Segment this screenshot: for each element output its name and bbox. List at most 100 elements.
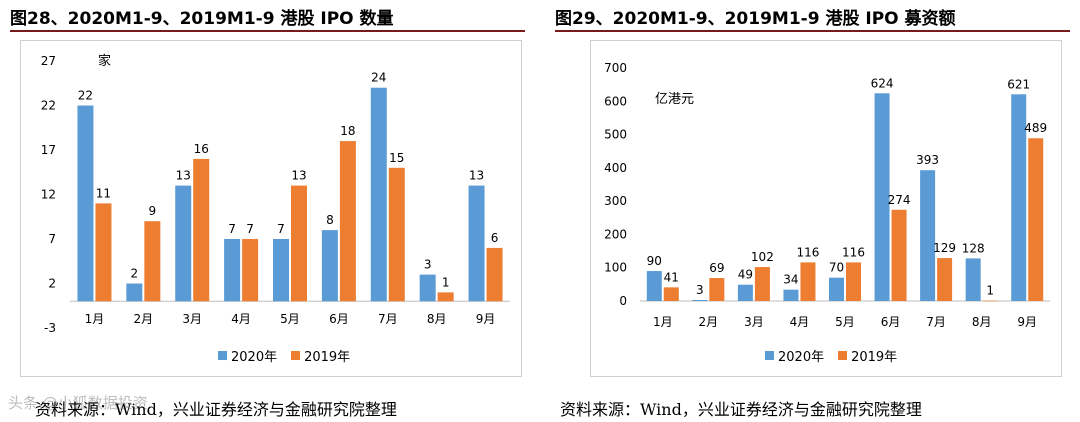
data-label: 11 [96,186,111,200]
y-tick-label: 200 [604,227,627,241]
bar-2020 [920,170,936,301]
y-tick-label: 500 [604,128,627,142]
data-label: 24 [371,71,386,85]
bar-2019 [242,239,259,302]
data-label: 1 [986,284,994,298]
y-tick-label: 400 [604,161,627,175]
y-tick-label: 27 [41,54,56,68]
bar-2019 [144,221,161,302]
y-tick-label: 600 [604,94,627,108]
legend-label-2019: 2019年 [851,350,898,365]
data-label: 3 [696,283,704,297]
data-label: 6 [491,231,499,245]
y-tick-label: 12 [41,188,56,202]
legend-swatch-2019 [838,351,848,360]
x-tick-label: 6月 [881,315,901,329]
data-label: 90 [647,254,662,268]
data-label: 13 [176,169,191,183]
bar-2019 [754,267,770,301]
legend-item-2019: 2019年 [291,346,350,365]
x-tick-label: 2月 [699,315,719,329]
data-label: 22 [78,89,93,103]
bar-2020 [175,185,192,302]
title-rule [10,30,525,32]
x-tick-label: 4月 [231,312,251,326]
data-label: 489 [1024,121,1047,135]
bar-2019 [663,287,679,301]
data-label: 624 [871,76,894,90]
chart-title: 图29、2020M1-9、2019M1-9 港股 IPO 募资额 [555,9,956,29]
bar-2019 [846,262,861,301]
x-tick-label: 8月 [972,315,992,329]
bar-2020 [224,239,241,302]
source-note: 资料来源：Wind，兴业证券经济与金融研究院整理 [35,400,397,419]
y-tick-label: -3 [44,321,56,335]
bar-2019 [193,158,210,302]
legend-swatch-2019 [291,351,301,360]
legend-label-2019: 2019年 [304,350,351,365]
x-tick-label: 6月 [329,312,349,326]
legend-swatch-2020 [218,351,227,360]
data-label: 7 [246,222,254,236]
bar-2019 [937,258,953,301]
data-label: 15 [389,151,404,165]
legend: 2020年 2019年 [765,346,897,365]
data-label: 1 [442,275,450,289]
x-tick-label: 7月 [926,315,946,329]
bar-2020 [321,230,338,302]
legend-item-2020: 2020年 [765,346,824,365]
y-tick-label: 0 [619,294,627,308]
bar-2019 [486,247,503,302]
y-tick-label: 7 [48,232,56,246]
y-tick-label: 22 [41,99,56,113]
data-label: 9 [149,204,157,218]
data-label: 128 [962,241,985,255]
x-tick-label: 8月 [427,312,447,326]
x-tick-label: 1月 [653,315,673,329]
bar-2019 [339,141,356,302]
y-tick-label: 700 [604,61,627,75]
y-tick-label: 17 [41,143,56,157]
data-label: 41 [664,270,679,284]
bar-2019 [709,278,725,301]
data-label: 621 [1007,77,1030,91]
bar-2019 [388,167,405,302]
data-label: 69 [709,261,724,275]
data-label: 16 [194,142,209,156]
bar-2020 [965,258,981,301]
data-label: 116 [842,245,865,259]
chart-panel-ipo-count: 图28、2020M1-9、2019M1-9 港股 IPO 数量 -3 2 7 12 17… [0,0,535,422]
x-tick-label: 3月 [744,315,764,329]
bar-2020 [370,87,387,302]
bar-2020 [692,300,708,301]
unit-label: 亿港元 [655,92,695,107]
bar-2019 [437,292,454,302]
y-tick-label: 100 [604,261,627,275]
bar-2020 [419,274,436,302]
x-tick-label: 3月 [182,312,202,326]
bar-2020 [737,284,753,301]
data-label: 49 [738,268,753,282]
x-tick-label: 7月 [378,312,398,326]
x-tick-label: 4月 [790,315,810,329]
plot-frame [590,40,1062,377]
x-tick-label: 2月 [134,312,154,326]
bar-2020 [126,283,143,302]
bar-2019 [800,262,816,301]
data-label: 13 [469,169,484,183]
data-label: 2 [131,267,139,281]
data-label: 102 [751,250,774,264]
watermark: 头条 @小狐数据投资 [8,394,148,412]
data-label: 129 [933,241,956,255]
chart-panel-ipo-proceeds: 图29、2020M1-9、2019M1-9 港股 IPO 募资额 0 100 200… [545,0,1080,422]
legend-item-2020: 2020年 [218,346,277,365]
data-label: 7 [277,222,285,236]
data-label: 70 [829,261,844,275]
chart-title: 图28、2020M1-9、2019M1-9 港股 IPO 数量 [10,9,394,29]
bar-2020 [468,185,485,302]
bar-2019 [95,203,112,302]
title-rule [555,30,1070,32]
data-label: 18 [340,124,355,138]
